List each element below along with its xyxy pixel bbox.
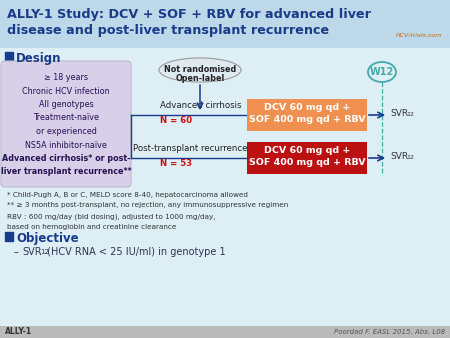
Text: DCV 60 mg qd +
SOF 400 mg qd + RBV: DCV 60 mg qd + SOF 400 mg qd + RBV bbox=[249, 103, 365, 124]
Text: disease and post-liver transplant recurrence: disease and post-liver transplant recurr… bbox=[7, 24, 329, 37]
Text: SVR: SVR bbox=[22, 247, 41, 257]
Text: SVR: SVR bbox=[390, 152, 408, 161]
FancyBboxPatch shape bbox=[247, 142, 367, 174]
Text: N = 53: N = 53 bbox=[160, 159, 192, 168]
Text: 12: 12 bbox=[406, 112, 414, 117]
Text: NS5A inhibitor-naïve: NS5A inhibitor-naïve bbox=[25, 141, 107, 149]
Text: All genotypes: All genotypes bbox=[39, 100, 94, 109]
Text: Treatment-naïve: Treatment-naïve bbox=[33, 114, 99, 122]
Text: Advanced cirrhosis* or post-: Advanced cirrhosis* or post- bbox=[2, 154, 130, 163]
Bar bbox=[5, 52, 13, 61]
Text: W12: W12 bbox=[370, 67, 394, 77]
Text: 12: 12 bbox=[40, 249, 49, 255]
Text: HCV-trials.com: HCV-trials.com bbox=[396, 33, 442, 38]
Ellipse shape bbox=[159, 58, 241, 82]
Text: RBV : 600 mg/day (bid dosing), adjusted to 1000 mg/day,: RBV : 600 mg/day (bid dosing), adjusted … bbox=[7, 214, 216, 220]
Text: Objective: Objective bbox=[16, 232, 79, 245]
FancyBboxPatch shape bbox=[1, 61, 131, 187]
Text: ≥ 18 years: ≥ 18 years bbox=[44, 73, 88, 82]
Text: ALLY-1: ALLY-1 bbox=[5, 328, 32, 337]
Text: 12: 12 bbox=[406, 155, 414, 160]
Text: ** ≥ 3 months post-transplant, no rejection, any immunosuppressive regimen: ** ≥ 3 months post-transplant, no reject… bbox=[7, 202, 288, 208]
Text: Advanced cirrhosis: Advanced cirrhosis bbox=[160, 101, 242, 110]
Text: (HCV RNA < 25 IU/ml) in genotype 1: (HCV RNA < 25 IU/ml) in genotype 1 bbox=[44, 247, 225, 257]
Text: ALLY-1 Study: DCV + SOF + RBV for advanced liver: ALLY-1 Study: DCV + SOF + RBV for advanc… bbox=[7, 8, 371, 21]
Text: based on hemoglobin and creatinine clearance: based on hemoglobin and creatinine clear… bbox=[7, 224, 176, 230]
Text: Chronic HCV infection: Chronic HCV infection bbox=[22, 87, 110, 96]
Text: –: – bbox=[14, 247, 19, 257]
FancyBboxPatch shape bbox=[0, 0, 450, 48]
Text: N = 60: N = 60 bbox=[160, 116, 192, 125]
Text: or experienced: or experienced bbox=[36, 127, 96, 136]
Ellipse shape bbox=[368, 62, 396, 82]
Text: Poordad F. EASL 2015. Abs. L08: Poordad F. EASL 2015. Abs. L08 bbox=[334, 329, 445, 335]
Text: Not randomised: Not randomised bbox=[164, 65, 236, 74]
Text: DCV 60 mg qd +
SOF 400 mg qd + RBV: DCV 60 mg qd + SOF 400 mg qd + RBV bbox=[249, 146, 365, 167]
Text: Open-label: Open-label bbox=[176, 74, 225, 83]
FancyBboxPatch shape bbox=[247, 99, 367, 131]
FancyBboxPatch shape bbox=[0, 326, 450, 338]
Text: Post-transplant recurrence: Post-transplant recurrence bbox=[133, 144, 248, 153]
Text: SVR: SVR bbox=[390, 109, 408, 118]
Text: Design: Design bbox=[16, 52, 62, 65]
Text: liver transplant recurrence**: liver transplant recurrence** bbox=[0, 168, 131, 176]
Text: * Child-Pugh A, B or C, MELD score 8-40, hepatocarcinoma allowed: * Child-Pugh A, B or C, MELD score 8-40,… bbox=[7, 192, 248, 198]
Bar bbox=[5, 232, 13, 241]
